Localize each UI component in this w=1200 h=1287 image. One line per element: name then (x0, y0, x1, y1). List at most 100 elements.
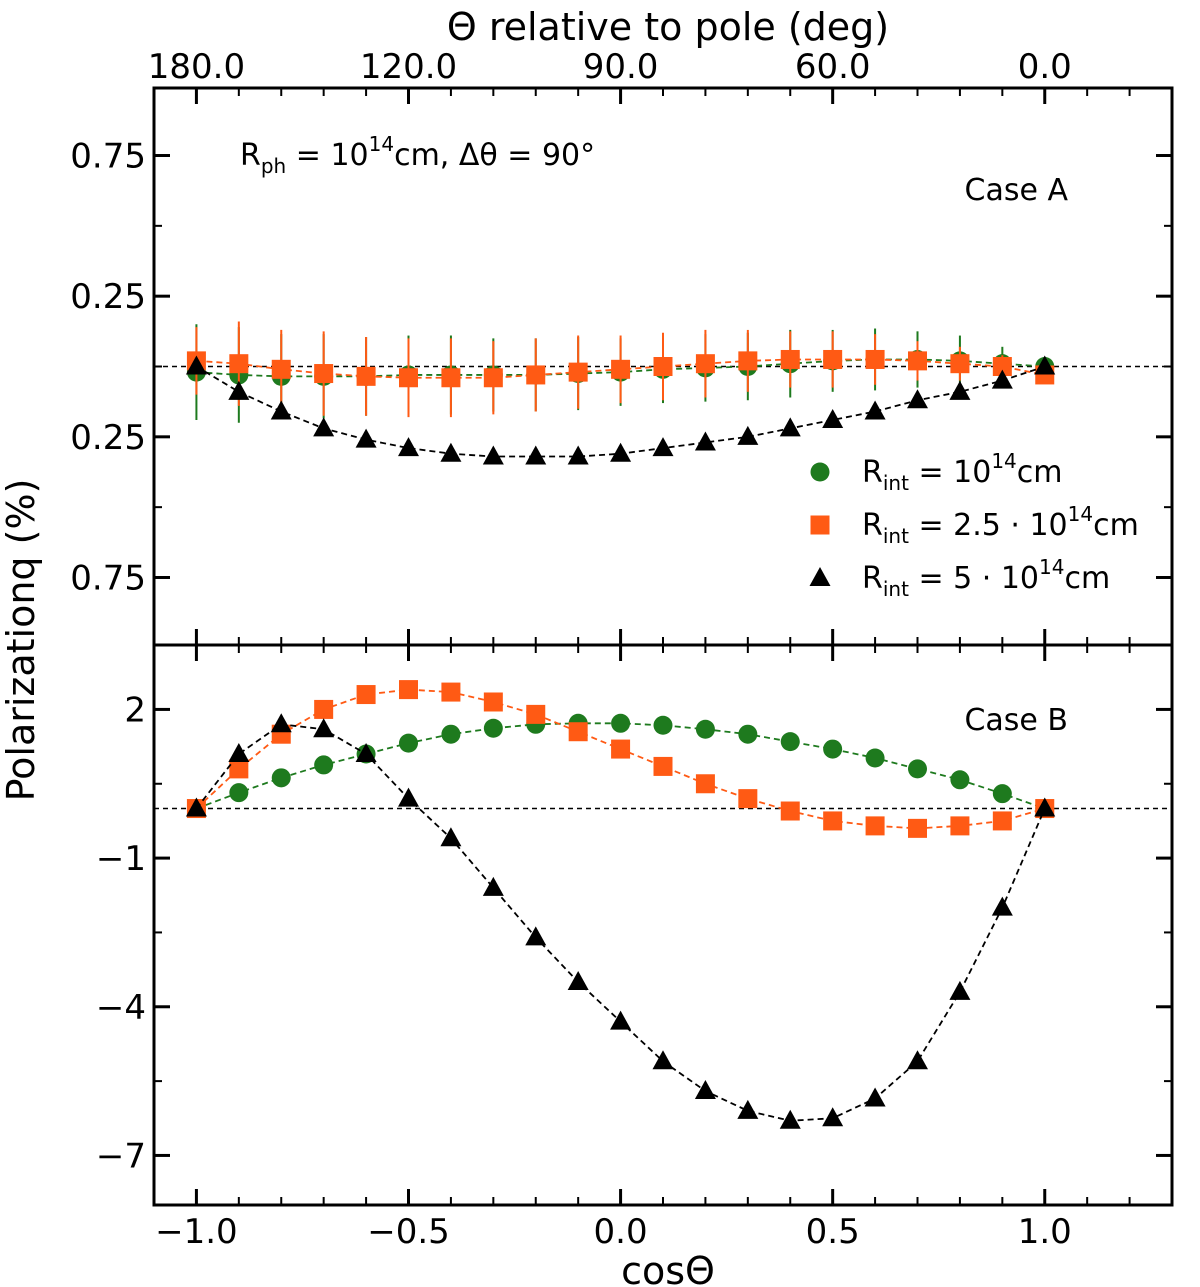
xtick-label-2: −0.5 (367, 1212, 450, 1252)
series-b-3 (185, 713, 1056, 1129)
params-annotation: Rph = 1014cm, Δθ = 90° (240, 132, 595, 178)
point-b-1-16 (823, 739, 843, 759)
point-b-3-6 (398, 787, 419, 807)
ytick-label-a-2: 0.25 (70, 277, 146, 317)
point-b-2-18 (908, 818, 927, 838)
point-a-3-11 (610, 442, 632, 462)
point-a-3-8 (482, 445, 504, 465)
point-a-2-2 (229, 354, 249, 374)
point-b-3-12 (652, 1050, 674, 1070)
point-b-3-17 (864, 1087, 886, 1107)
point-a-2-14 (738, 351, 758, 371)
point-b-2-10 (568, 722, 588, 742)
point-a-2-12 (653, 357, 673, 376)
point-b-3-14 (737, 1099, 759, 1119)
ytick-label-b-2: −1 (96, 839, 146, 879)
point-b-3-3 (270, 713, 292, 733)
point-b-3-1 (185, 797, 207, 817)
point-b-2-11 (611, 739, 631, 759)
ytick-label-b-4: −7 (96, 1136, 146, 1176)
top-tick-label-4: 60.0 (795, 47, 871, 87)
point-a-2-6 (399, 368, 418, 388)
series-a-3 (185, 355, 1056, 465)
point-b-1-13 (695, 719, 715, 739)
point-b-1-19 (950, 770, 970, 790)
legend-entry-3: Rint = 5 · 1014cm (862, 555, 1110, 601)
point-b-2-13 (695, 774, 715, 794)
point-b-3-4 (313, 718, 335, 738)
panel-case-a: 0.750.250.250.75 Rph = 1014cm, Δθ = 90° … (70, 86, 1174, 647)
point-b-1-14 (738, 724, 758, 744)
point-b-1-2 (229, 783, 249, 803)
panel-b-frame (152, 643, 1174, 1207)
xtick-label-5: 1.0 (1018, 1212, 1072, 1252)
xtick-label-4: 0.5 (806, 1212, 860, 1252)
point-a-3-3 (270, 400, 292, 420)
point-b-2-9 (526, 704, 546, 724)
point-a-3-21 (1034, 355, 1056, 375)
x-axis-label: cosΘ (621, 1249, 715, 1287)
case-b-label: Case B (964, 703, 1068, 738)
point-b-3-2 (228, 743, 250, 763)
point-b-1-17 (865, 748, 885, 768)
point-a-3-7 (440, 442, 462, 462)
point-b-2-15 (780, 801, 800, 821)
point-a-3-5 (355, 428, 377, 448)
ytick-label-b-3: −4 (96, 988, 146, 1028)
point-a-3-20 (991, 369, 1013, 389)
point-b-3-18 (907, 1050, 928, 1070)
point-a-2-10 (568, 362, 588, 382)
point-a-3-10 (567, 445, 589, 465)
legend: Rint = 1014cm Rint = 2.5 · 1014cm Rint = 5… (809, 449, 1139, 601)
point-a-3-16 (822, 408, 844, 428)
ytick-label-a-1: 0.75 (70, 137, 146, 177)
legend-marker-3 (809, 567, 831, 586)
point-b-3-5 (355, 743, 377, 763)
point-b-3-13 (694, 1080, 716, 1100)
point-a-3-15 (779, 417, 801, 437)
legend-entry-1: Rint = 1014cm (862, 449, 1063, 495)
point-b-2-6 (399, 680, 418, 700)
point-a-2-11 (611, 359, 631, 379)
point-b-3-9 (525, 926, 547, 946)
point-a-3-6 (398, 437, 419, 457)
point-b-1-18 (908, 759, 927, 779)
point-a-3-13 (694, 431, 716, 451)
point-a-3-17 (864, 400, 886, 420)
point-a-2-15 (780, 349, 800, 369)
point-a-3-9 (525, 445, 547, 465)
point-a-2-5 (356, 366, 376, 386)
point-b-1-12 (653, 715, 673, 735)
panel-case-b: 2 −1 −4 −7 Case B (96, 643, 1174, 1207)
point-b-1-8 (483, 718, 503, 738)
point-a-2-20 (992, 357, 1012, 376)
point-a-2-13 (695, 354, 715, 374)
point-b-2-8 (483, 692, 503, 712)
xtick-label-1: −1.0 (155, 1212, 238, 1252)
point-a-2-19 (950, 354, 970, 374)
point-b-2-14 (738, 789, 758, 809)
point-b-1-20 (992, 784, 1012, 804)
point-a-3-19 (949, 380, 971, 400)
point-b-2-16 (823, 811, 843, 831)
y-axis-label: Polarizationq (%) (0, 479, 43, 802)
point-b-1-15 (780, 732, 800, 752)
top-tick-label-2: 120.0 (360, 47, 457, 87)
point-a-2-18 (908, 351, 927, 371)
point-a-2-7 (441, 368, 461, 388)
top-tick-label-1: 180.0 (148, 47, 245, 87)
point-b-1-3 (271, 768, 291, 788)
point-a-3-18 (907, 389, 928, 409)
point-b-3-7 (440, 827, 462, 847)
point-a-3-14 (737, 425, 759, 445)
point-a-2-9 (526, 365, 546, 385)
point-a-3-4 (313, 417, 335, 437)
top-tick-label-5: 0.0 (1018, 47, 1072, 87)
point-a-2-3 (271, 359, 291, 379)
point-b-3-10 (567, 970, 589, 990)
legend-entry-2: Rint = 2.5 · 1014cm (862, 502, 1139, 548)
point-b-2-2 (229, 759, 249, 779)
point-b-1-6 (399, 733, 418, 753)
point-a-2-17 (865, 349, 885, 369)
point-b-2-4 (314, 699, 334, 719)
